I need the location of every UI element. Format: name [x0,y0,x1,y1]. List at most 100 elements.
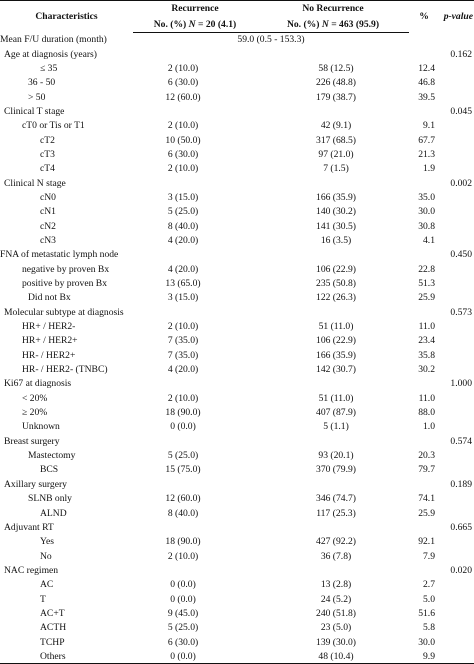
row-p-value [439,621,474,635]
row-percent [409,176,439,190]
row-recurrence: 13 (65.0) [165,278,201,290]
row-label: TCHP [40,636,65,648]
row-p-value [439,119,474,133]
row-no-recurrence [257,176,409,190]
row-percent: 11.0 [418,392,435,404]
header-recurrence-prefix: No. (%) [153,18,189,30]
row-no-recurrence: 23 (5.0) [320,622,352,634]
row-p-value [439,448,474,462]
row-no-recurrence: 97 (21.0) [318,148,354,160]
row-percent [409,33,439,47]
row-percent: 5.8 [423,622,435,634]
row-p-value: 0.162 [450,48,472,60]
table-row: T 0 (0.0) 24 (5.2) 5.0 [0,592,474,606]
row-no-recurrence: 7 (1.5) [323,163,349,175]
row-recurrence: 0 (0.0) [133,649,257,664]
row-percent: 46.8 [418,77,435,89]
table-row: Adjuvant RT 0.665 [0,520,474,534]
row-percent: 21.3 [418,148,435,160]
row-recurrence: 2 (10.0) [167,62,199,74]
row-percent: 1.9 [423,163,435,175]
table-row: SLNB only 12 (60.0) 346 (74.7) 74.1 [0,492,474,506]
row-label: cN2 [40,220,56,232]
row-label: cN3 [40,234,56,246]
header-no-recurrence-title: No Recurrence [302,3,364,14]
header-recurrence-n: N [188,18,196,30]
row-label: T [40,593,46,605]
table-row: Molecular subtype at diagnosis 0.573 [0,305,474,319]
row-label: cT0 or Tis or T1 [22,120,85,132]
row-no-recurrence: 166 (35.9) [316,191,356,203]
row-no-recurrence [257,520,409,534]
row-recurrence: 0 (0.0) [170,593,196,605]
row-percent: 9.1 [423,120,435,132]
row-recurrence: 6 (30.0) [167,148,199,160]
row-p-value [439,61,474,75]
row-no-recurrence: 24 (5.2) [320,593,352,605]
table-row: ≤ 35 2 (10.0) 58 (12.5) 12.4 [0,61,474,75]
row-summary-value: 59.0 (0.5 - 153.3) [237,34,305,46]
row-percent: 35.0 [418,191,435,203]
row-label: Unknown [22,421,60,433]
row-no-recurrence: 48 (10.4) [257,649,409,664]
row-label: Clinical T stage [4,105,65,117]
table-row: Yes 18 (90.0) 427 (92.2) 92.1 [0,535,474,549]
header-characteristics: Characteristics [0,0,133,33]
row-recurrence [133,305,257,319]
header-recurrence-title: Recurrence [171,3,219,14]
row-label: AC [40,579,54,591]
row-p-value: 0.045 [450,105,472,117]
row-label: HR+ / HER2- [22,321,76,333]
row-percent: 51.3 [418,278,435,290]
row-label: Adjuvant RT [4,521,54,533]
row-recurrence: 9 (45.0) [167,607,199,619]
row-percent: 11.0 [418,321,435,333]
row-label: ACTH [40,622,67,634]
row-p-value [439,162,474,176]
row-p-value [439,391,474,405]
row-p-value [439,635,474,649]
table-row: cN1 5 (25.0) 140 (30.2) 30.0 [0,205,474,219]
row-percent: 39.5 [418,91,435,103]
row-p-value [439,463,474,477]
row-label: Ki67 at diagnosis [4,378,72,390]
row-no-recurrence: 142 (30.7) [316,364,356,376]
row-no-recurrence: 317 (68.5) [316,134,356,146]
row-recurrence: 4 (20.0) [167,364,199,376]
table-row: cN0 3 (15.0) 166 (35.9) 35.0 [0,190,474,204]
row-label: NAC regimen [4,564,59,576]
row-label: cT2 [40,134,55,146]
row-p-value [439,205,474,219]
table-row: cN3 4 (20.0) 16 (3.5) 4.1 [0,233,474,247]
table-row: AC 0 (0.0) 13 (2.8) 2.7 [0,578,474,592]
table-row: ≥ 20% 18 (90.0) 407 (87.9) 88.0 [0,405,474,419]
row-percent: 35.8 [418,349,435,361]
row-label: cT3 [40,148,55,160]
row-recurrence: 3 (15.0) [167,191,199,203]
row-p-value: 0.573 [450,306,472,318]
row-no-recurrence: 93 (20.1) [318,450,354,462]
table-row: HR- / HER2- (TNBC) 4 (20.0) 142 (30.7) 30.2 [0,362,474,376]
table-row: BCS 15 (75.0) 370 (79.9) 79.7 [0,463,474,477]
row-no-recurrence: 13 (2.8) [320,579,352,591]
row-no-recurrence: 36 (7.8) [320,550,352,562]
row-recurrence [133,477,257,491]
row-no-recurrence: 5 (1.1) [323,421,349,433]
table-row: TCHP 6 (30.0) 139 (30.0) 30.0 [0,635,474,649]
row-percent: 30.8 [418,220,435,232]
row-label: SLNB only [28,493,72,505]
row-label: Mastectomy [28,450,76,462]
row-p-value [439,262,474,276]
table-row: positive by proven Bx 13 (65.0) 235 (50.8)… [0,276,474,290]
row-recurrence: 10 (50.0) [165,134,201,146]
row-p-value [439,649,474,664]
row-recurrence: 4 (20.0) [167,234,199,246]
row-p-value [439,362,474,376]
row-label: 36 - 50 [28,77,56,89]
row-no-recurrence: 58 (12.5) [318,62,354,74]
row-recurrence: 3 (15.0) [167,292,199,304]
row-percent: 23.4 [418,335,435,347]
row-no-recurrence: 106 (22.9) [316,263,356,275]
row-recurrence: 0 (0.0) [170,579,196,591]
row-label: ALND [40,507,67,519]
